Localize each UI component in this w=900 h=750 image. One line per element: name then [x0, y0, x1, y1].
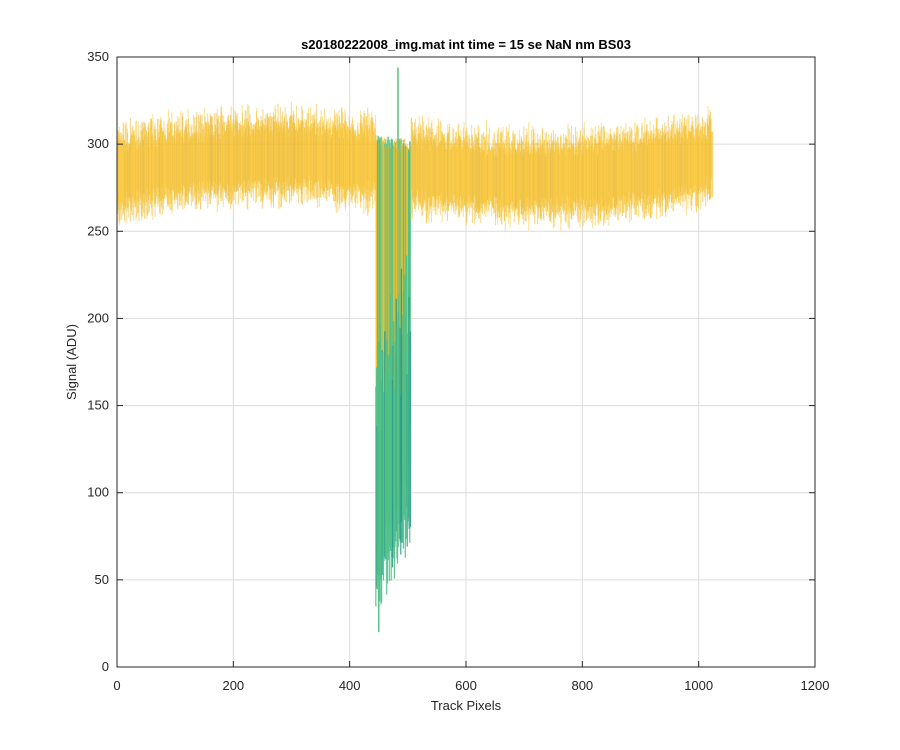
y-tick-label: 100: [87, 485, 109, 500]
x-tick-label: 1200: [801, 678, 830, 693]
chart-title: s20180222008_img.mat int time = 15 se Na…: [301, 37, 631, 52]
x-tick-label: 400: [339, 678, 361, 693]
y-tick-label: 0: [102, 659, 109, 674]
data-traces: [116, 67, 713, 633]
axis-ticks: 0 200 400 600 800 1000 1200 0 50 100 150 200 250 300 3…: [87, 49, 829, 693]
x-tick-label: 800: [571, 678, 593, 693]
y-tick-label: 250: [87, 223, 109, 238]
y-tick-label: 350: [87, 49, 109, 64]
y-tick-label: 150: [87, 398, 109, 413]
x-tick-label: 1000: [684, 678, 713, 693]
x-tick-label: 0: [113, 678, 120, 693]
y-tick-label: 300: [87, 136, 109, 151]
y-tick-label: 200: [87, 310, 109, 325]
x-axis-label: Track Pixels: [431, 698, 502, 713]
x-tick-label: 600: [455, 678, 477, 693]
x-tick-label: 200: [222, 678, 244, 693]
y-tick-label: 50: [95, 572, 109, 587]
y-axis-label: Signal (ADU): [64, 324, 79, 400]
